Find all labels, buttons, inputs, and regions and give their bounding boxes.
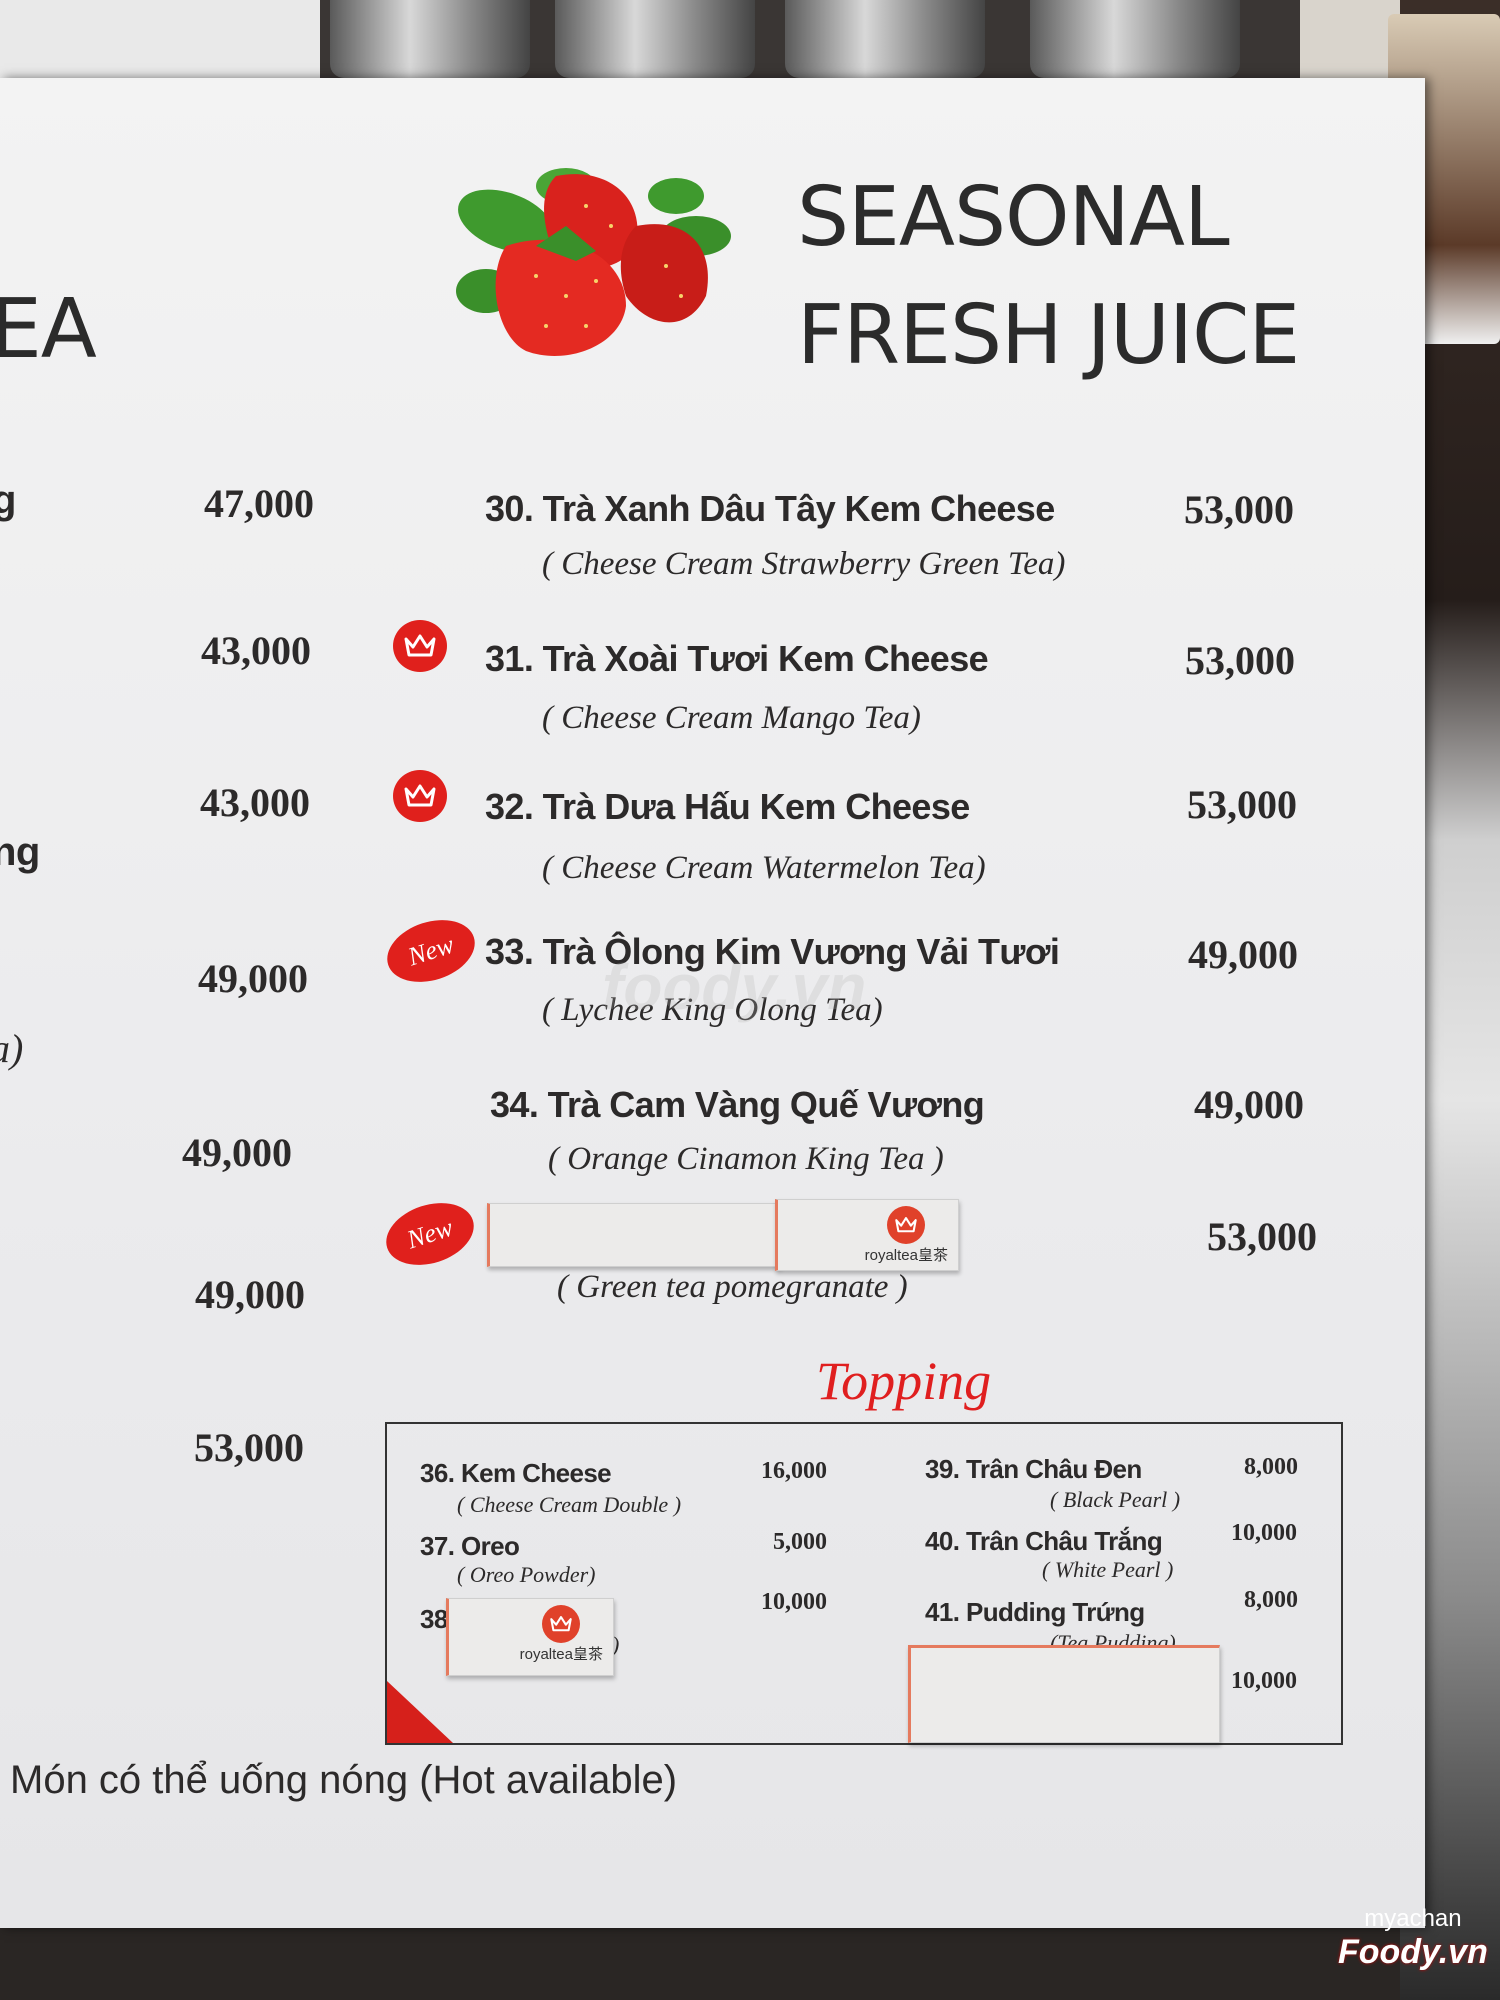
topping-name: 38 (420, 1604, 448, 1634)
left-item-price: 49,000 (182, 1130, 292, 1175)
menu-item-price: 49,000 (1188, 932, 1298, 977)
left-item-price: 43,000 (200, 780, 310, 825)
topping-name: 41. Pudding Trứng (925, 1597, 1145, 1627)
crown-badge-icon (393, 620, 447, 672)
tea-urn (785, 0, 985, 78)
credit-brand: Foody.vn (1338, 1933, 1488, 1971)
left-item-price: 49,000 (198, 956, 308, 1001)
topping-subtitle: ( White Pearl ) (1042, 1557, 1174, 1582)
section-title-line1: SEASONAL (797, 170, 1230, 265)
topping-subtitle: ( Oreo Powder) (457, 1562, 596, 1587)
tea-urn (1030, 0, 1240, 78)
tea-urn (330, 0, 530, 78)
menu-item-name: 32. Trà Dưa Hấu Kem Cheese (485, 786, 970, 827)
menu-item-subtitle: ( Cheese Cream Mango Tea) (542, 700, 921, 736)
menu-item-subtitle: ( Orange Cinamon King Tea ) (548, 1141, 944, 1177)
royaltea-logo: royaltea皇茶 (865, 1206, 948, 1265)
topping-price: 5,000 (773, 1529, 827, 1555)
topping-price: 8,000 (1244, 1454, 1298, 1480)
crown-badge-icon (393, 770, 447, 822)
footer-note: Món có thể uống nóng (Hot available) (10, 1758, 678, 1802)
topping-price: 10,000 (761, 1589, 827, 1615)
menu-item-name: 31. Trà Xoài Tươi Kem Cheese (485, 638, 989, 679)
topping-title: Topping (816, 1351, 992, 1411)
menu-item-price: 53,000 (1207, 1214, 1317, 1259)
topping-name: 40. Trân Châu Trắng (925, 1526, 1163, 1556)
paper-sticker-cover (487, 1203, 781, 1267)
royaltea-logo: royaltea皇茶 (520, 1605, 603, 1664)
topping-subtitle: ( Cheese Cream Double ) (457, 1492, 682, 1517)
menu-item-price: 53,000 (1185, 638, 1295, 683)
menu-item-subtitle: ( Lychee King Olong Tea) (542, 992, 883, 1028)
left-section-title-fragment: EA (0, 282, 97, 377)
crown-icon (887, 1206, 926, 1244)
left-item-price: 49,000 (195, 1272, 305, 1317)
menu-board (0, 78, 1425, 1928)
topping-subtitle: ) (612, 1632, 620, 1657)
left-item-fragment: ng (0, 830, 40, 874)
menu-item-price: 53,000 (1187, 782, 1297, 827)
brand-text: royaltea皇茶 (864, 1247, 948, 1264)
topping-price: 8,000 (1244, 1587, 1298, 1613)
menu-item-subtitle: ( Cheese Cream Strawberry Green Tea) (542, 546, 1066, 582)
topping-name: 39. Trân Châu Đen (925, 1454, 1142, 1484)
menu-item-name: 34. Trà Cam Vàng Quế Vương (490, 1084, 985, 1125)
paper-sticker-cover: royaltea皇茶 (775, 1199, 959, 1271)
menu-item-subtitle: ( Cheese Cream Watermelon Tea) (542, 850, 986, 886)
left-item-price: 43,000 (201, 628, 311, 673)
brand-text: royaltea皇茶 (519, 1646, 603, 1663)
strawberry-image (456, 168, 731, 356)
left-item-price: 47,000 (204, 481, 314, 526)
menu-item-price: 49,000 (1194, 1082, 1304, 1127)
photo-credit: myachan Foody.vn (1338, 1905, 1488, 1972)
credit-user: myachan (1364, 1905, 1462, 1932)
crown-icon (542, 1605, 581, 1643)
paper-sticker-cover (908, 1645, 1220, 1743)
topping-price: 10,000 (1231, 1520, 1297, 1546)
topping-subtitle: (Tea Pudding) (1050, 1630, 1176, 1646)
topping-box (385, 1422, 1343, 1745)
watermark-center: foody.vn (602, 951, 867, 1023)
menu-item-price: 53,000 (1184, 487, 1294, 532)
left-item-price: 53,000 (194, 1425, 304, 1470)
menu-item-subtitle: ( Green tea pomegranate ) (557, 1269, 908, 1305)
topping-price: 16,000 (761, 1458, 827, 1484)
menu-item-name: 30. Trà Xanh Dâu Tây Kem Cheese (485, 488, 1055, 529)
paper-sticker-cover: royaltea皇茶 (446, 1598, 614, 1676)
tea-urn (555, 0, 755, 78)
menu-item-name: 33. Trà Ôlong Kim Vương Vải Tươi (485, 931, 1060, 972)
left-item-fragment: a) (0, 1026, 24, 1071)
topping-name: 36. Kem Cheese (420, 1458, 612, 1488)
section-title-line2: FRESH JUICE (797, 288, 1300, 383)
left-item-fragment: g (0, 478, 16, 522)
corner-decoration (387, 1681, 453, 1743)
topping-price: 10,000 (1231, 1668, 1297, 1694)
topping-name: 37. Oreo (420, 1531, 520, 1561)
topping-subtitle: ( Black Pearl ) (1050, 1487, 1181, 1512)
